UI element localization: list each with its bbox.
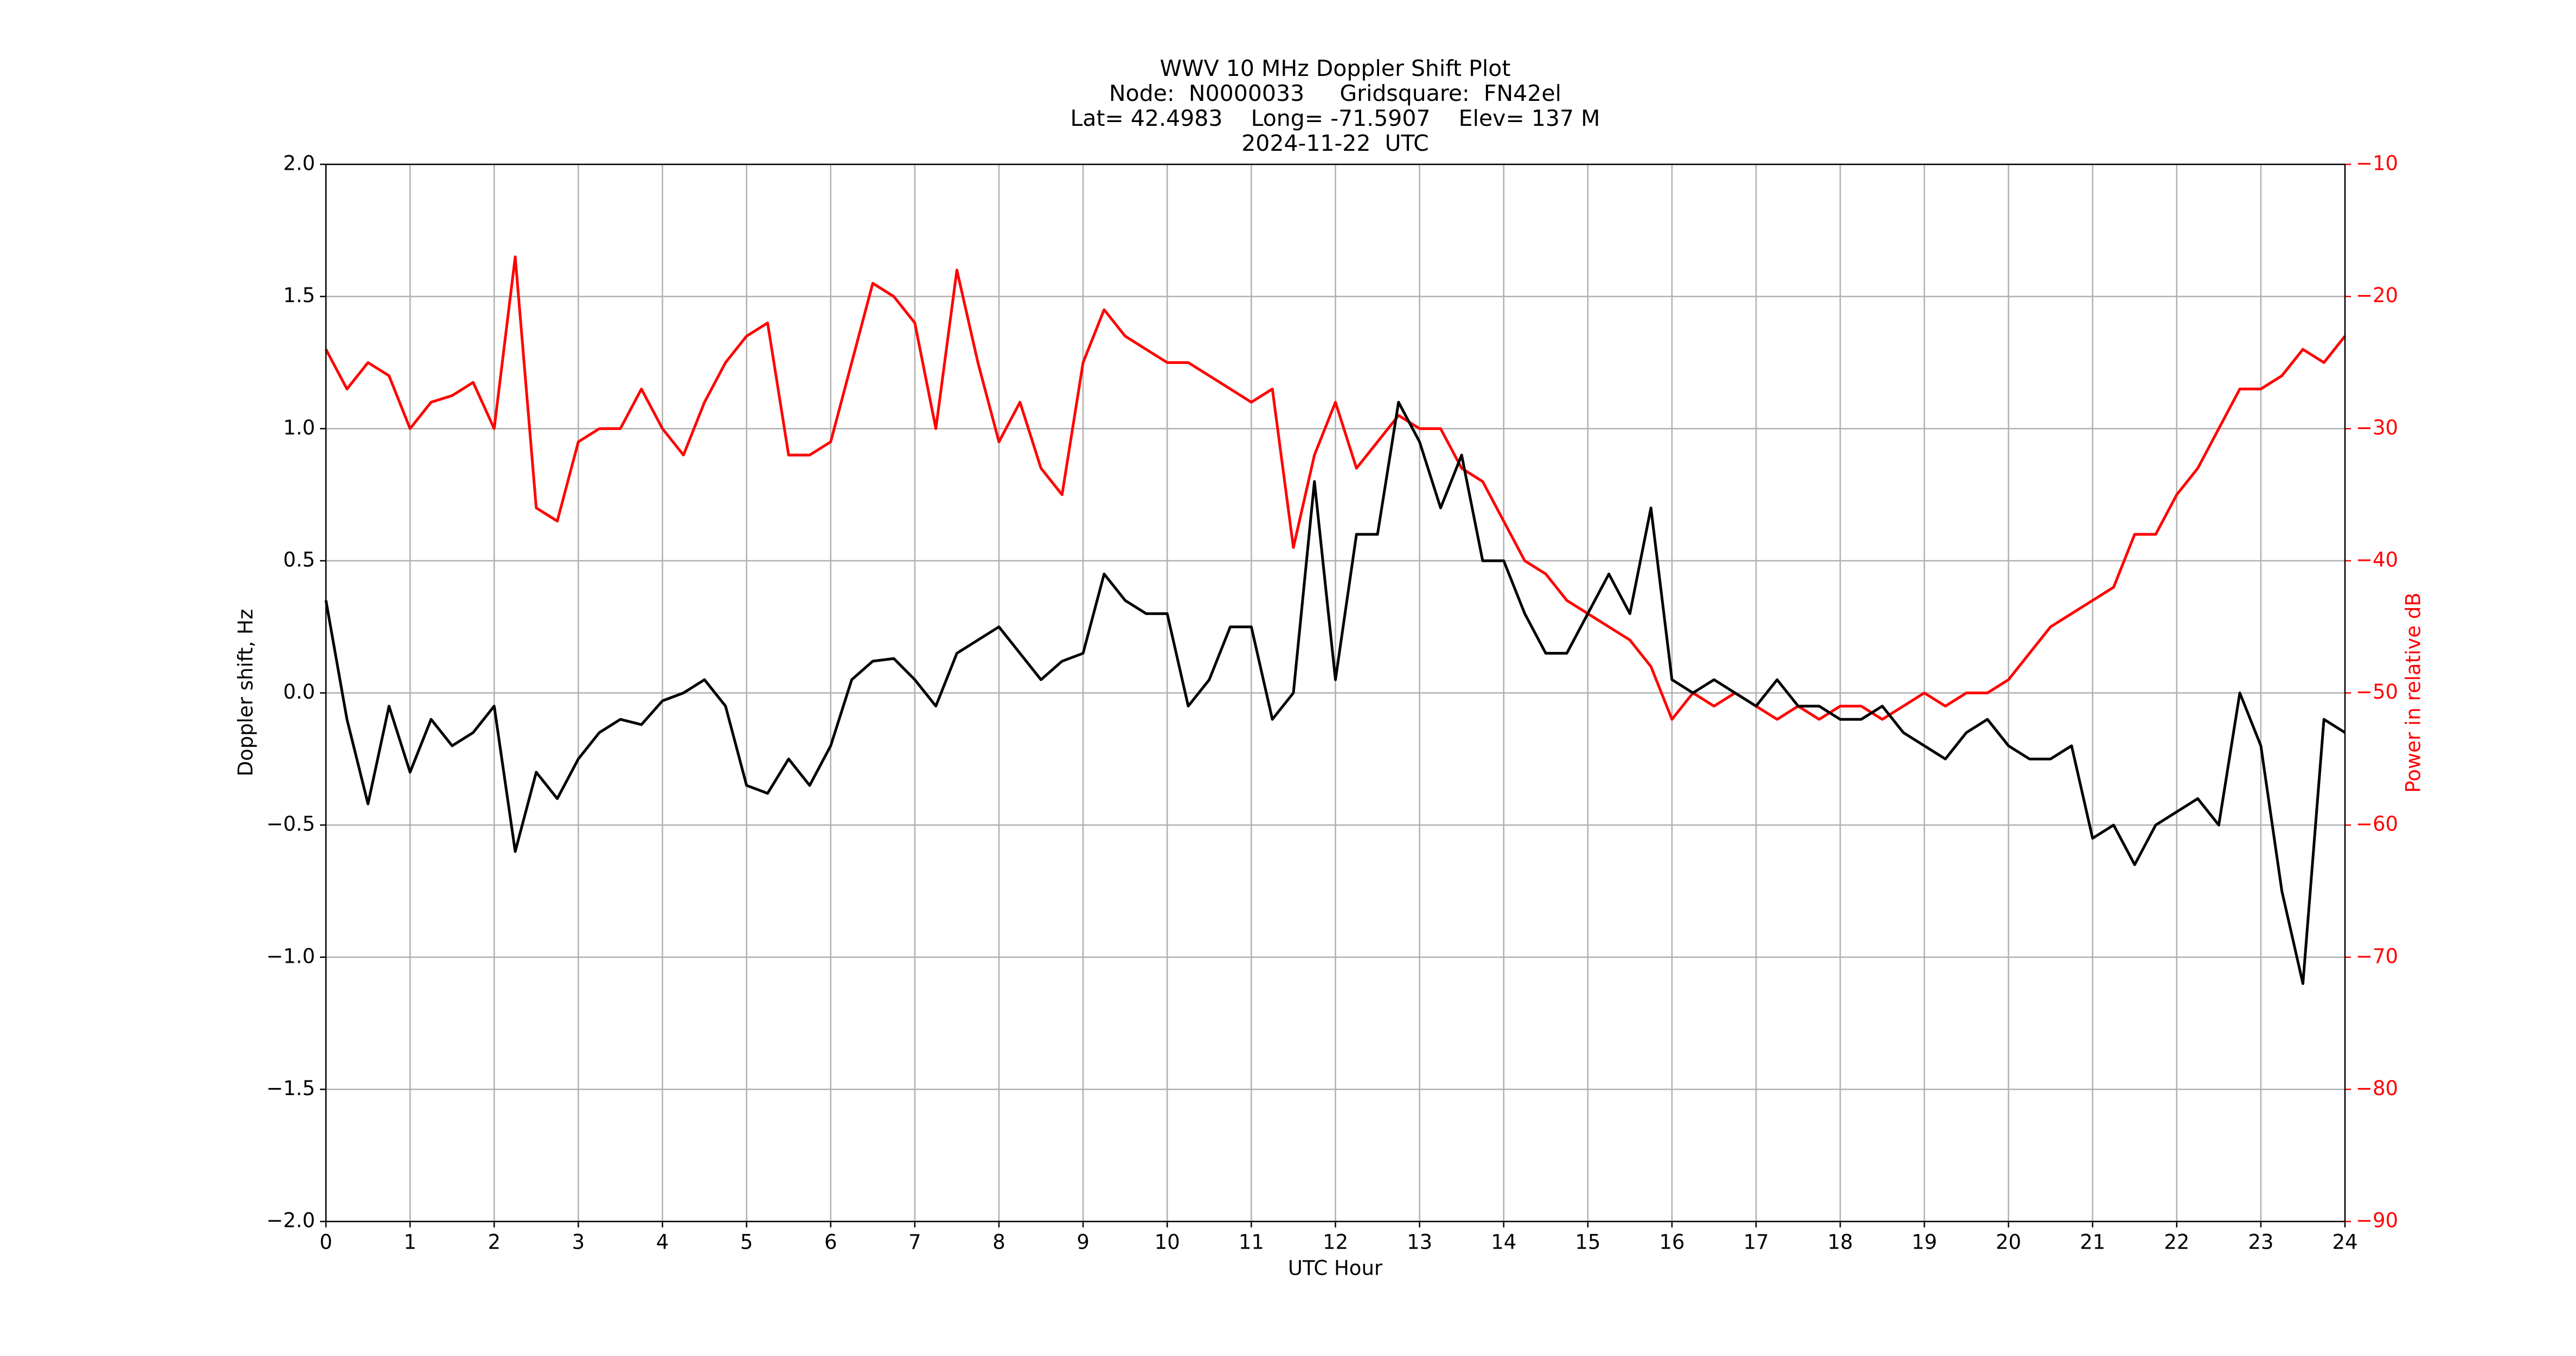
y-axis-label: Doppler shift, Hz [234,609,258,777]
x-tick-label: 18 [1828,1231,1853,1254]
x-tick-label: 10 [1155,1231,1180,1254]
x-tick-label: 17 [1744,1231,1769,1254]
y2-tick-label: −50 [2356,680,2398,703]
x-tick-label: 1 [403,1231,416,1254]
x-tick-label: 4 [656,1231,669,1254]
y2-tick-label: −40 [2356,548,2398,571]
y-tick-label: −1.0 [266,944,315,968]
y-tick-label: 0.5 [283,548,315,571]
x-tick-label: 2 [488,1231,501,1254]
x-tick-label: 16 [1659,1231,1684,1254]
chart-title: Node: N0000033 Gridsquare: FN42el [1109,80,1561,106]
x-tick-label: 24 [2332,1231,2357,1254]
y-tick-label: 1.0 [283,416,315,439]
y2-tick-label: −70 [2356,944,2398,968]
x-tick-label: 12 [1323,1231,1348,1254]
y2-tick-label: −60 [2356,813,2398,836]
x-tick-label: 14 [1491,1231,1516,1254]
x-tick-label: 8 [992,1231,1005,1254]
y-tick-label: −1.5 [266,1077,315,1100]
x-tick-label: 9 [1076,1231,1090,1254]
x-tick-label: 23 [2248,1231,2273,1254]
x-axis-label: UTC Hour [1288,1257,1383,1280]
x-tick-label: 11 [1239,1231,1264,1254]
chart-title: 2024-11-22 UTC [1241,130,1429,156]
y-tick-label: 0.0 [283,680,315,703]
y2-tick-label: −10 [2356,152,2398,175]
data-line [324,401,2346,985]
y2-tick-label: −80 [2356,1077,2398,1100]
x-tick-label: 20 [1996,1231,2021,1254]
x-tick-label: 21 [2080,1231,2105,1254]
x-tick-label: 22 [2164,1231,2189,1254]
x-tick-label: 3 [572,1231,585,1254]
x-tick-label: 0 [319,1231,332,1254]
y-tick-label: −0.5 [266,813,315,836]
x-tick-label: 5 [740,1231,753,1254]
y-tick-label: 2.0 [283,152,315,175]
plot-frame [325,163,2346,1223]
x-tick-label: 13 [1407,1231,1432,1254]
x-tick-label: 15 [1575,1231,1600,1254]
x-tick-label: 6 [824,1231,837,1254]
y2-tick-label: −20 [2356,284,2398,307]
x-tick-label: 7 [908,1231,921,1254]
y2-axis-label: Power in relative dB [2402,592,2425,792]
y2-tick-label: −90 [2356,1209,2398,1232]
y-tick-label: −2.0 [266,1209,315,1232]
y2-tick-label: −30 [2356,416,2398,439]
y-tick-label: 1.5 [283,284,315,307]
chart-title: Lat= 42.4983 Long= -71.5907 Elev= 137 M [1070,105,1600,131]
data-line [324,255,2346,721]
x-tick-label: 19 [1912,1231,1937,1254]
chart-title: WWV 10 MHz Doppler Shift Plot [1160,55,1511,81]
